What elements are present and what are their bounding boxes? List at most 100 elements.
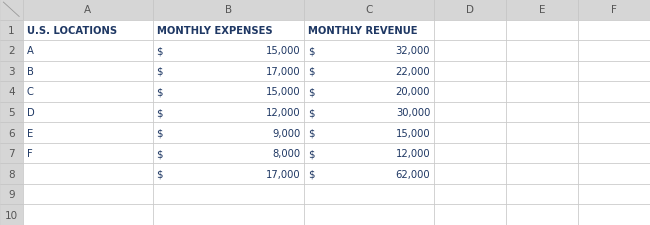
Text: $: $ xyxy=(308,67,315,76)
Bar xyxy=(304,102,434,123)
Bar xyxy=(0,205,23,225)
Bar xyxy=(23,143,153,164)
Bar xyxy=(153,184,304,205)
Bar xyxy=(0,102,23,123)
Bar xyxy=(506,20,578,41)
Bar xyxy=(23,20,153,41)
Text: U.S. LOCATIONS: U.S. LOCATIONS xyxy=(27,26,116,36)
Bar xyxy=(153,143,304,164)
Bar xyxy=(506,123,578,143)
Bar xyxy=(434,143,506,164)
Text: 62,000: 62,000 xyxy=(396,169,430,179)
Bar xyxy=(153,102,304,123)
Text: F: F xyxy=(27,148,32,158)
Text: 3: 3 xyxy=(8,67,14,76)
Text: F: F xyxy=(611,5,617,15)
Bar xyxy=(304,0,434,20)
Bar xyxy=(578,164,650,184)
Bar xyxy=(0,123,23,143)
Bar xyxy=(434,184,506,205)
Bar xyxy=(304,82,434,102)
Text: $: $ xyxy=(308,148,315,158)
Text: $: $ xyxy=(157,108,163,117)
Bar xyxy=(506,205,578,225)
Bar xyxy=(506,184,578,205)
Text: 8,000: 8,000 xyxy=(272,148,300,158)
Bar xyxy=(23,184,153,205)
Text: 22,000: 22,000 xyxy=(396,67,430,76)
Bar xyxy=(578,184,650,205)
Text: 17,000: 17,000 xyxy=(266,169,300,179)
Text: D: D xyxy=(27,108,34,117)
Bar xyxy=(0,82,23,102)
Text: 10: 10 xyxy=(5,210,18,220)
Bar xyxy=(23,82,153,102)
Bar xyxy=(304,61,434,82)
Bar xyxy=(304,164,434,184)
Bar xyxy=(153,41,304,61)
Bar xyxy=(434,0,506,20)
Text: $: $ xyxy=(157,87,163,97)
Bar xyxy=(0,184,23,205)
Bar xyxy=(506,164,578,184)
Text: 6: 6 xyxy=(8,128,14,138)
Text: 9: 9 xyxy=(8,189,14,199)
Text: $: $ xyxy=(157,46,163,56)
Bar xyxy=(23,205,153,225)
Text: MONTHLY REVENUE: MONTHLY REVENUE xyxy=(308,26,418,36)
Bar xyxy=(578,61,650,82)
Bar xyxy=(23,61,153,82)
Bar xyxy=(153,0,304,20)
Bar xyxy=(506,143,578,164)
Bar xyxy=(153,123,304,143)
Text: 8: 8 xyxy=(8,169,14,179)
Text: 17,000: 17,000 xyxy=(266,67,300,76)
Text: MONTHLY EXPENSES: MONTHLY EXPENSES xyxy=(157,26,272,36)
Bar xyxy=(153,82,304,102)
Bar xyxy=(434,102,506,123)
Bar xyxy=(304,205,434,225)
Bar xyxy=(578,0,650,20)
Text: 15,000: 15,000 xyxy=(266,87,300,97)
Bar xyxy=(153,164,304,184)
Bar xyxy=(304,143,434,164)
Text: 15,000: 15,000 xyxy=(396,128,430,138)
Bar xyxy=(0,0,23,20)
Text: $: $ xyxy=(308,128,315,138)
Text: $: $ xyxy=(308,169,315,179)
Text: 5: 5 xyxy=(8,108,14,117)
Text: $: $ xyxy=(308,108,315,117)
Bar xyxy=(506,102,578,123)
Bar xyxy=(506,61,578,82)
Bar xyxy=(578,82,650,102)
Text: 9,000: 9,000 xyxy=(272,128,300,138)
Bar xyxy=(153,205,304,225)
Bar xyxy=(578,123,650,143)
Text: 15,000: 15,000 xyxy=(266,46,300,56)
Bar xyxy=(506,41,578,61)
Bar xyxy=(0,143,23,164)
Text: 1: 1 xyxy=(8,26,14,36)
Bar xyxy=(304,20,434,41)
Text: 4: 4 xyxy=(8,87,14,97)
Bar xyxy=(434,82,506,102)
Bar xyxy=(578,20,650,41)
Bar xyxy=(506,0,578,20)
Text: B: B xyxy=(225,5,232,15)
Text: C: C xyxy=(27,87,33,97)
Bar xyxy=(434,20,506,41)
Text: 20,000: 20,000 xyxy=(396,87,430,97)
Bar xyxy=(0,20,23,41)
Bar xyxy=(0,164,23,184)
Bar xyxy=(578,205,650,225)
Bar xyxy=(578,41,650,61)
Text: 12,000: 12,000 xyxy=(266,108,300,117)
Text: A: A xyxy=(27,46,33,56)
Text: 7: 7 xyxy=(8,148,14,158)
Bar xyxy=(434,205,506,225)
Bar xyxy=(153,61,304,82)
Text: E: E xyxy=(27,128,32,138)
Bar xyxy=(23,102,153,123)
Text: B: B xyxy=(27,67,33,76)
Bar xyxy=(0,41,23,61)
